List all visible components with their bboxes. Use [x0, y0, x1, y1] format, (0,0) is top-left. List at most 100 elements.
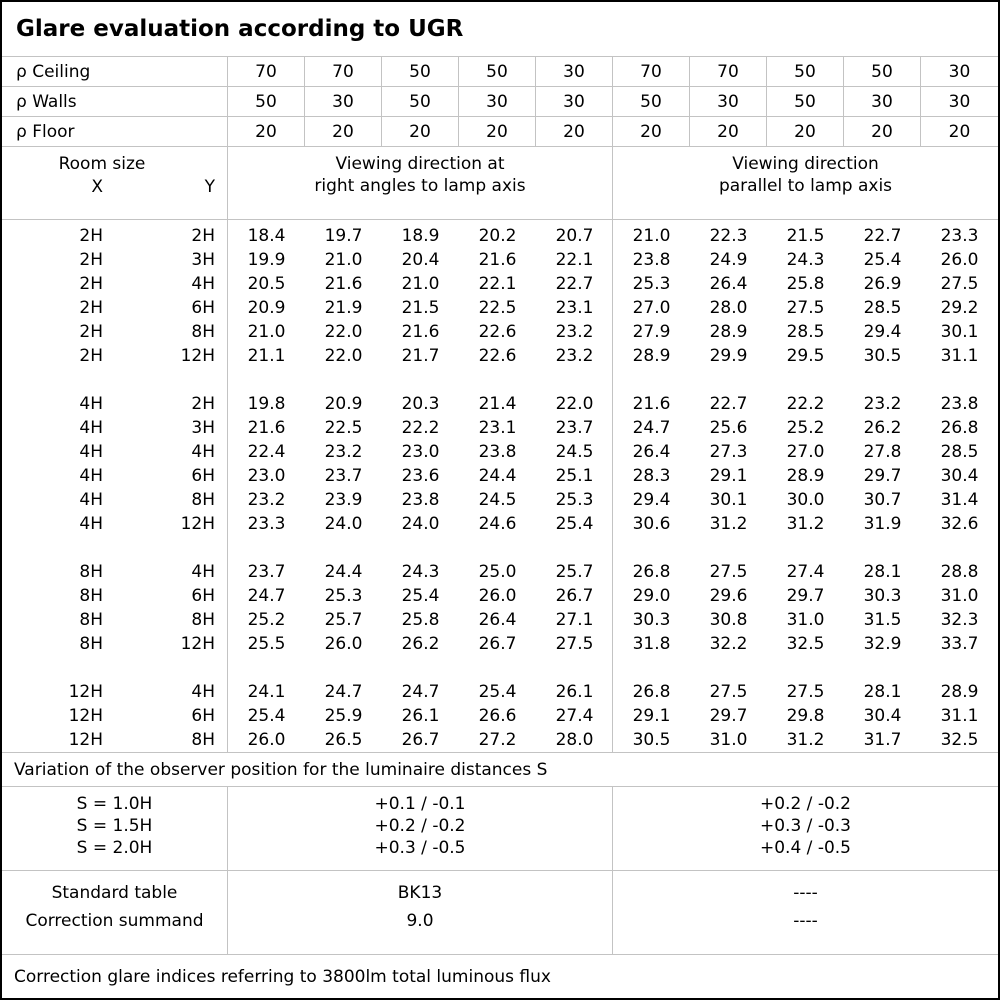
s-right-angle-column: +0.1 / -0.1 +0.2 / -0.2 +0.3 / -0.5: [228, 787, 613, 870]
summary-label: Standard table: [51, 883, 178, 903]
room-size-y-cell: 8H: [191, 610, 215, 630]
title-bar: Glare evaluation according to UGR: [2, 2, 998, 57]
parallel-group-line2: parallel to lamp axis: [718, 176, 893, 196]
ugr-parallel-cell: 30.5: [863, 346, 902, 366]
ugr-right-angle-cell: 23.2: [555, 346, 594, 366]
ugr-parallel-cell: 27.5: [709, 682, 748, 702]
ugr-right-angle-cell: 21.4: [478, 394, 517, 414]
ugr-parallel-cell: 28.5: [940, 442, 979, 462]
ugr-table-row: 8H 6H 24.7 25.3 25.4 26.0 26.7 29.0 29.6 29.7 30.3…: [2, 584, 998, 608]
ugr-parallel-cell: 29.7: [786, 586, 825, 606]
ugr-right-angle-cell: 22.1: [478, 274, 517, 294]
ugr-parallel-cell: 27.5: [940, 274, 979, 294]
room-size-x-cell: 2H: [79, 250, 103, 270]
ugr-parallel-cell: 26.9: [863, 274, 902, 294]
ugr-table-row: 2H 8H 21.0 22.0 21.6 22.6 23.2 27.9 28.9 28.5 29.4…: [2, 320, 998, 344]
ugr-right-angle-cell: 25.4: [478, 682, 517, 702]
ugr-parallel-cell: 27.9: [632, 322, 671, 342]
ugr-right-angle-cell: 24.0: [401, 514, 440, 534]
ugr-right-angle-cell: 24.6: [478, 514, 517, 534]
ugr-right-angle-cell: 22.2: [401, 418, 440, 438]
ugr-parallel-cell: 25.8: [786, 274, 825, 294]
ugr-right-angle-cell: 20.9: [324, 394, 363, 414]
reflectance-value-cell: 70: [228, 57, 305, 87]
room-size-x-cell: 4H: [79, 490, 103, 510]
reflectance-value-cell: 20: [382, 117, 459, 147]
parallel-group-header: Viewing direction parallel to lamp axis: [613, 147, 998, 219]
ugr-parallel-cell: 28.8: [940, 562, 979, 582]
ugr-right-angle-cell: 23.3: [247, 514, 286, 534]
ugr-right-angle-cell: 21.0: [324, 250, 363, 270]
ugr-parallel-cell: 27.5: [709, 562, 748, 582]
ugr-right-angle-cell: 19.8: [247, 394, 286, 414]
ugr-right-angle-cell: 24.4: [478, 466, 517, 486]
ugr-right-angle-cell: 22.1: [555, 250, 594, 270]
room-size-x-cell: 2H: [79, 346, 103, 366]
ugr-right-angle-cell: 22.7: [555, 274, 594, 294]
ugr-parallel-cell: 28.1: [863, 682, 902, 702]
s-correction: +0.2 / -0.2: [374, 816, 466, 836]
ugr-table-row: 2H 4H 20.5 21.6 21.0 22.1 22.7 25.3 26.4 25.8 26.9…: [2, 272, 998, 296]
reflectance-value-cell: 70: [613, 57, 690, 87]
ugr-right-angle-cell: 26.0: [247, 730, 286, 750]
ugr-right-angle-cell: 25.9: [324, 706, 363, 726]
ugr-parallel-cell: 31.0: [940, 586, 979, 606]
ugr-right-angle-cell: 21.6: [401, 322, 440, 342]
column-divider: [227, 220, 228, 752]
ugr-right-angle-cell: 18.9: [401, 226, 440, 246]
s-correction: +0.4 / -0.5: [760, 838, 851, 858]
ugr-right-angle-cell: 23.0: [401, 442, 440, 462]
reflectance-table: ρ Ceiling 70 70 50 50 30 70 70 50 50 30 ρ Walls 50 30…: [2, 57, 998, 147]
ugr-table-row: 2H 2H 18.4 19.7 18.9 20.2 20.7 21.0 22.3 21.5 22.7…: [2, 224, 998, 248]
room-size-y-cell: 4H: [191, 682, 215, 702]
reflectance-value-cell: 70: [305, 57, 382, 87]
ugr-parallel-cell: 28.5: [863, 298, 902, 318]
reflectance-value-cell: 30: [921, 57, 998, 87]
ugr-parallel-cell: 23.8: [940, 394, 979, 414]
room-size-y-cell: 4H: [191, 442, 215, 462]
ugr-right-angle-cell: 23.1: [555, 298, 594, 318]
ugr-parallel-cell: 30.1: [709, 490, 748, 510]
y-axis-label: Y: [204, 177, 215, 197]
room-size-x-cell: 4H: [79, 442, 103, 462]
ugr-right-angle-cell: 23.9: [324, 490, 363, 510]
ugr-right-angle-cell: 21.5: [401, 298, 440, 318]
ugr-table-row: 8H 4H 23.7 24.4 24.3 25.0 25.7 26.8 27.5 27.4 28.1…: [2, 560, 998, 584]
ugr-right-angle-cell: 24.3: [401, 562, 440, 582]
ugr-parallel-cell: 29.6: [709, 586, 748, 606]
ugr-parallel-cell: 22.3: [709, 226, 748, 246]
summary-parallel-column: ---- ----: [613, 871, 998, 954]
ugr-parallel-cell: 28.9: [709, 322, 748, 342]
ugr-right-angle-cell: 22.6: [478, 322, 517, 342]
ugr-parallel-cell: 30.3: [632, 610, 671, 630]
ugr-parallel-cell: 30.8: [709, 610, 748, 630]
ugr-parallel-cell: 27.5: [786, 682, 825, 702]
ugr-right-angle-cell: 25.7: [324, 610, 363, 630]
ugr-parallel-cell: 29.1: [709, 466, 748, 486]
spacing-variation-section: S = 1.0H S = 1.5H S = 2.0H +0.1 / -0.1 +…: [2, 787, 998, 871]
room-size-y-cell: 3H: [191, 418, 215, 438]
reflectance-value-cell: 30: [459, 87, 536, 117]
ugr-right-angle-cell: 22.0: [555, 394, 594, 414]
ugr-parallel-cell: 27.5: [786, 298, 825, 318]
group-separator: [2, 536, 998, 560]
ugr-parallel-cell: 30.4: [940, 466, 979, 486]
ugr-parallel-cell: 28.1: [863, 562, 902, 582]
room-size-x-cell: 4H: [79, 394, 103, 414]
room-size-x-cell: 2H: [79, 274, 103, 294]
ugr-right-angle-cell: 26.7: [555, 586, 594, 606]
ugr-right-angle-cell: 19.7: [324, 226, 363, 246]
ugr-right-angle-cell: 24.7: [324, 682, 363, 702]
reflectance-value-cell: 50: [228, 87, 305, 117]
ugr-right-angle-cell: 21.9: [324, 298, 363, 318]
reflectance-value-cell: 20: [767, 117, 844, 147]
ugr-parallel-cell: 31.1: [940, 346, 979, 366]
reflectance-value-cell: 30: [844, 87, 921, 117]
ugr-parallel-cell: 32.9: [863, 634, 902, 654]
summary-value: BK13: [397, 883, 443, 903]
reflectance-row-label: ρ Walls: [2, 87, 228, 117]
ugr-parallel-cell: 28.9: [786, 466, 825, 486]
ugr-parallel-cell: 30.5: [632, 730, 671, 750]
ugr-right-angle-cell: 18.4: [247, 226, 286, 246]
group-separator: [2, 656, 998, 680]
